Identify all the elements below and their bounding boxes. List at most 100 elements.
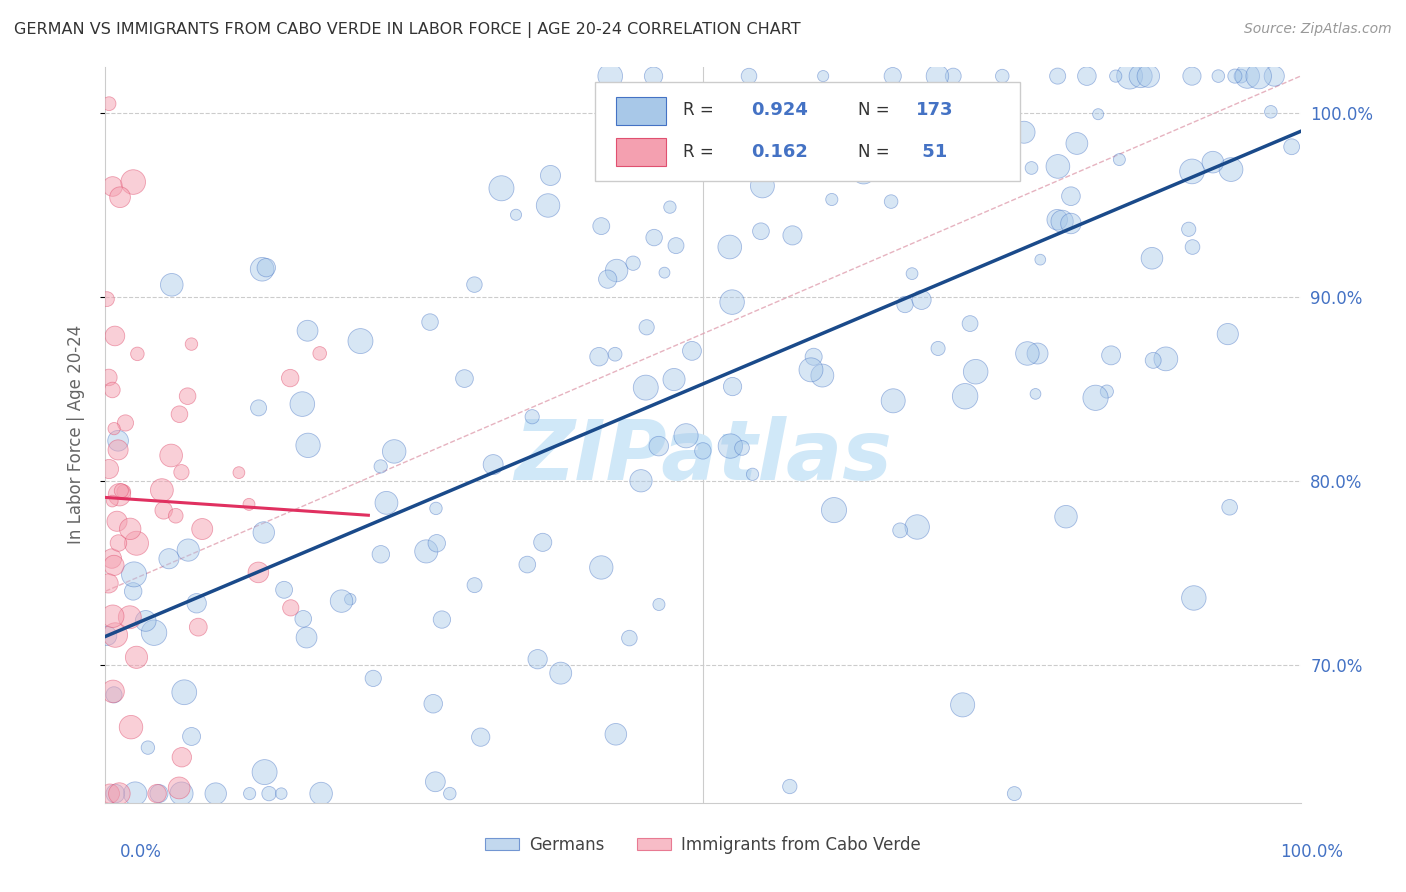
- Point: [295, 631, 318, 645]
- Point: [464, 578, 486, 592]
- Point: [120, 522, 142, 536]
- Point: [122, 584, 145, 599]
- Point: [482, 458, 505, 472]
- Point: [823, 503, 845, 517]
- Point: [291, 397, 314, 411]
- Point: [108, 190, 131, 204]
- Point: [110, 483, 132, 498]
- Point: [125, 536, 148, 550]
- Point: [297, 438, 319, 452]
- Point: [1263, 69, 1285, 83]
- Point: [98, 787, 121, 801]
- Text: N =: N =: [858, 143, 890, 161]
- Point: [330, 594, 353, 608]
- Point: [98, 462, 121, 476]
- Point: [665, 238, 688, 252]
- Point: [718, 240, 741, 254]
- Point: [1281, 140, 1303, 154]
- Point: [101, 684, 124, 698]
- Point: [1181, 69, 1204, 83]
- Point: [675, 429, 697, 443]
- Point: [738, 69, 761, 83]
- Point: [180, 730, 202, 744]
- Point: [101, 609, 124, 624]
- Point: [882, 393, 904, 408]
- Point: [882, 69, 904, 83]
- Point: [731, 441, 754, 455]
- Point: [339, 592, 361, 607]
- Point: [104, 787, 127, 801]
- Point: [165, 508, 187, 523]
- Point: [1230, 69, 1253, 83]
- Point: [811, 69, 834, 83]
- Point: [1095, 384, 1118, 399]
- Point: [779, 780, 801, 794]
- Point: [718, 439, 741, 453]
- Point: [1046, 69, 1069, 83]
- Point: [104, 628, 127, 642]
- Point: [146, 787, 169, 801]
- Point: [910, 293, 932, 307]
- Text: 173: 173: [915, 102, 953, 120]
- Point: [349, 334, 371, 348]
- Point: [927, 342, 949, 356]
- Point: [782, 228, 804, 243]
- Point: [114, 416, 136, 430]
- Point: [894, 297, 917, 311]
- Point: [980, 121, 1002, 136]
- Point: [591, 219, 613, 233]
- Point: [1029, 252, 1052, 267]
- Point: [721, 379, 744, 393]
- Point: [97, 576, 120, 591]
- Point: [108, 488, 131, 502]
- Point: [143, 625, 166, 640]
- Point: [103, 558, 125, 573]
- Point: [953, 389, 976, 403]
- Point: [135, 614, 157, 628]
- Point: [491, 181, 513, 195]
- Point: [1202, 155, 1225, 169]
- Point: [1142, 353, 1164, 368]
- Point: [591, 560, 613, 574]
- Point: [1002, 787, 1025, 801]
- Point: [122, 175, 145, 189]
- Text: ZIPatlas: ZIPatlas: [515, 417, 891, 498]
- Point: [662, 372, 685, 386]
- Text: N =: N =: [858, 102, 890, 120]
- Point: [1099, 348, 1122, 362]
- Point: [1046, 160, 1069, 174]
- Point: [253, 765, 276, 780]
- Point: [239, 787, 262, 801]
- Point: [254, 260, 277, 275]
- Point: [426, 536, 449, 550]
- Point: [942, 69, 965, 83]
- Point: [148, 787, 170, 801]
- Legend: Germans, Immigrants from Cabo Verde: Germans, Immigrants from Cabo Verde: [479, 830, 927, 861]
- Point: [101, 494, 124, 508]
- Point: [1060, 217, 1083, 231]
- Point: [1216, 327, 1239, 342]
- Text: R =: R =: [683, 102, 713, 120]
- Point: [273, 582, 295, 597]
- Point: [280, 600, 302, 615]
- Point: [648, 439, 671, 453]
- Point: [309, 787, 332, 801]
- Point: [720, 163, 742, 178]
- Point: [681, 343, 703, 358]
- Point: [1181, 164, 1204, 178]
- Point: [425, 774, 447, 789]
- Point: [981, 103, 1004, 117]
- Point: [1118, 69, 1140, 83]
- Point: [167, 780, 190, 795]
- Point: [953, 94, 976, 108]
- Point: [173, 685, 195, 699]
- Point: [186, 596, 208, 610]
- Point: [136, 740, 159, 755]
- Point: [177, 543, 200, 558]
- Point: [1105, 69, 1128, 83]
- Point: [104, 329, 127, 343]
- Point: [103, 688, 125, 702]
- Point: [152, 503, 174, 517]
- Point: [160, 277, 183, 292]
- Point: [522, 409, 544, 424]
